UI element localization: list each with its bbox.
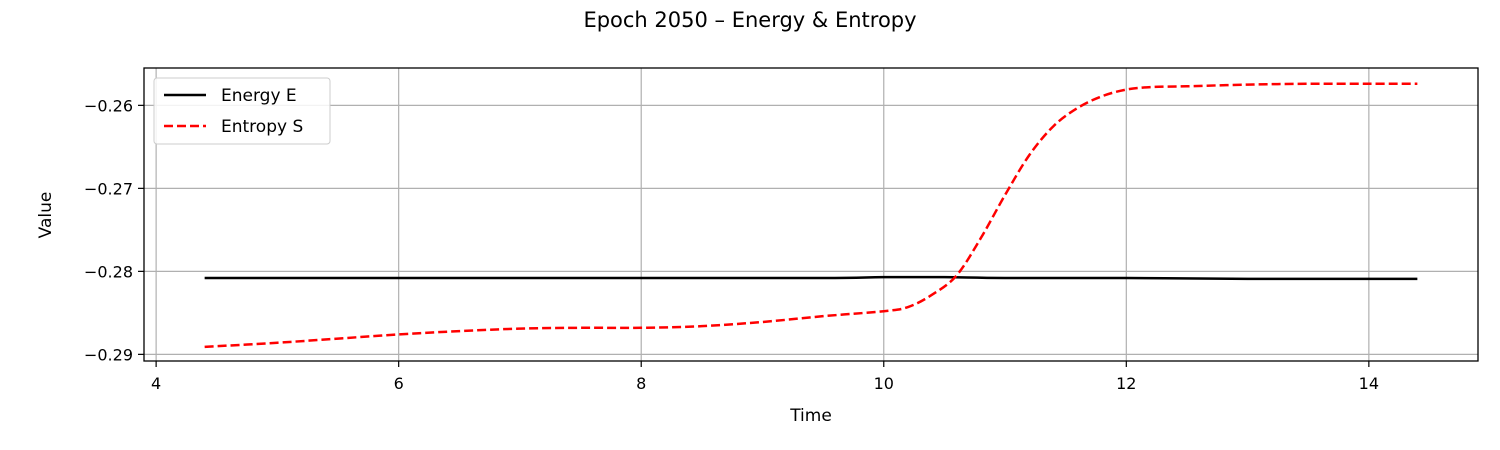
- series-layer: [204, 82, 1418, 349]
- x-tick-label: 14: [1359, 374, 1379, 393]
- legend-label-entropy: Entropy S: [221, 117, 303, 137]
- y-tick-label: −0.28: [84, 262, 133, 281]
- plot-frame: [143, 67, 1479, 362]
- legend: Energy E Entropy S: [153, 77, 331, 145]
- x-tick-label: 12: [1116, 374, 1136, 393]
- x-tick-label: 4: [151, 374, 161, 393]
- legend-label-energy: Energy E: [221, 86, 297, 106]
- chart-title: Epoch 2050 – Energy & Entropy: [583, 8, 916, 32]
- series-line-energy: [204, 275, 1418, 281]
- ticks: 4 6 8 10 12 14 −0.29 −0.28 −0.27 −0.26: [84, 96, 1379, 393]
- y-tick-label: −0.27: [84, 179, 133, 198]
- y-axis-label: Value: [36, 192, 56, 239]
- x-tick-label: 10: [874, 374, 894, 393]
- x-tick-label: 8: [636, 374, 646, 393]
- x-axis-label: Time: [789, 406, 832, 426]
- series-line-entropy: [204, 82, 1418, 349]
- x-tick-label: 6: [394, 374, 404, 393]
- y-tick-label: −0.29: [84, 345, 133, 364]
- grid: [144, 68, 1478, 361]
- y-tick-label: −0.26: [84, 96, 133, 115]
